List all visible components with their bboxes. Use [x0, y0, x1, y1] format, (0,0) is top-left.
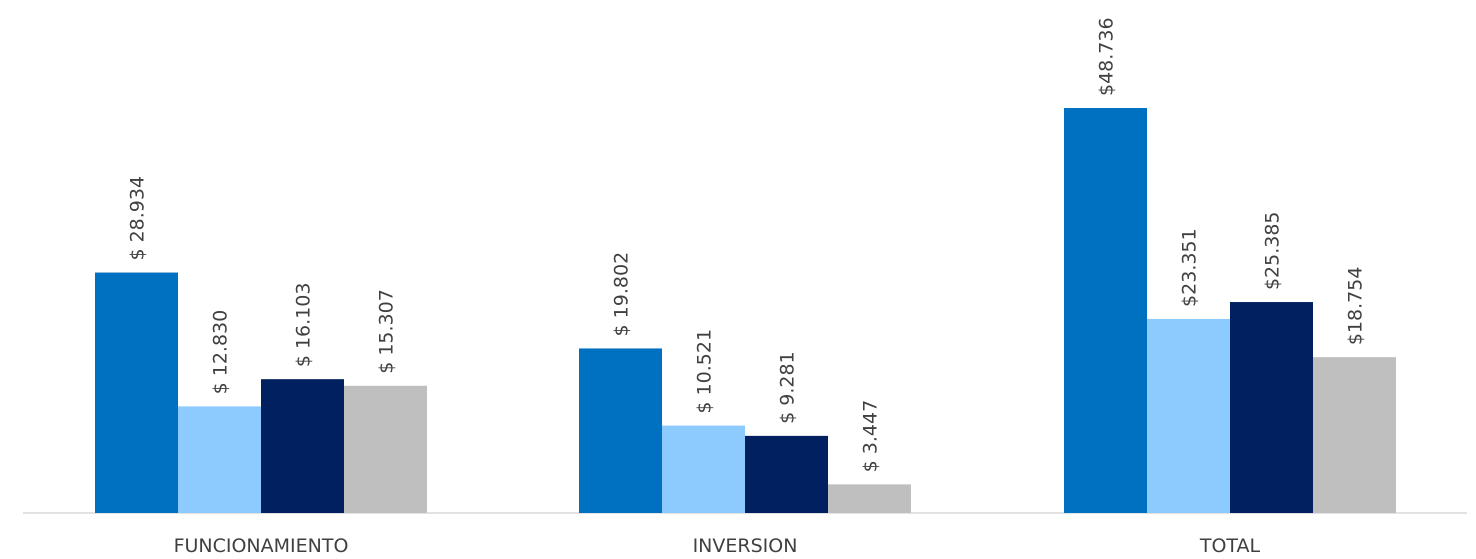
category-label-inversion: INVERSION [693, 535, 798, 557]
category-label-funcionamiento: FUNCIONAMIENTO [174, 535, 349, 557]
value-label-total-s1: $48.736 [1096, 17, 1118, 96]
bar-inversion-s1 [579, 348, 662, 513]
bar-funcionamiento-s1 [95, 272, 178, 513]
value-label-inversion-s1: $ 19.802 [611, 252, 633, 337]
bar-total-s1 [1064, 108, 1147, 513]
bar-total-s2 [1147, 318, 1230, 513]
value-label-funcionamiento-s4: $ 15.307 [376, 289, 398, 374]
value-label-inversion-s2: $ 10.521 [694, 329, 716, 414]
bar-funcionamiento-s3 [261, 379, 344, 513]
bar-funcionamiento-s2 [178, 406, 261, 513]
category-label-total: TOTAL [1199, 535, 1261, 557]
value-label-total-s3: $25.385 [1262, 211, 1284, 290]
value-label-inversion-s4: $ 3.447 [860, 400, 882, 473]
value-label-funcionamiento-s3: $ 16.103 [293, 283, 315, 368]
bar-inversion-s4 [828, 484, 911, 513]
value-label-inversion-s3: $ 9.281 [777, 351, 799, 424]
bar-inversion-s2 [662, 425, 745, 513]
category-labels-group: FUNCIONAMIENTO INVERSION TOTAL [174, 535, 1261, 557]
bars-group [95, 108, 1396, 513]
bar-total-s4 [1313, 357, 1396, 513]
value-label-total-s2: $23.351 [1179, 228, 1201, 307]
value-label-funcionamiento-s1: $ 28.934 [127, 176, 149, 261]
bar-funcionamiento-s4 [344, 385, 427, 513]
value-label-total-s4: $18.754 [1345, 267, 1367, 346]
bar-total-s3 [1230, 302, 1313, 513]
value-labels-group: $ 28.934 $ 12.830 $ 16.103 $ 15.307 $ 19.802… [127, 17, 1367, 472]
bar-inversion-s3 [745, 435, 828, 513]
value-label-funcionamiento-s2: $ 12.830 [210, 310, 232, 395]
